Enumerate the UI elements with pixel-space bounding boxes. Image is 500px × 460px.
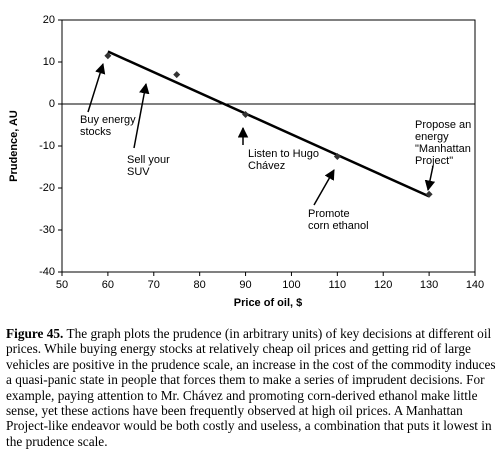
annotation: Listen to Hugo [248,148,319,160]
annotation: "Manhattan [415,143,471,155]
data-point [242,111,250,118]
annotation: Buy energy [80,114,136,126]
annotation: Project" [415,155,453,167]
x-tick-label: 60 [102,279,114,291]
data-point [425,190,433,198]
x-tick-label: 130 [420,279,438,291]
caption: Figure 45. The graph plots the prudence … [6,326,496,449]
data-point [333,153,341,160]
y-tick-label: -40 [39,266,55,278]
annotation: energy [415,131,449,143]
y-axis-label: Prudence, AU [8,110,20,182]
annotation: Promote [308,208,350,220]
caption-text: The graph plots the prudence (in arbitra… [6,326,496,449]
annotation-arrow [133,82,150,149]
trendline [107,50,430,198]
chart: Price of oil, $ Prudence, AU -40 -30 -20 -1… [8,14,484,309]
annotation: stocks [80,126,112,138]
x-tick-label: 70 [148,279,160,291]
annotation-arrow [424,165,436,192]
y-tick-label: 20 [43,14,55,26]
y-tick-label: 10 [43,56,55,68]
y-tick-label: -10 [39,140,55,152]
x-tick-label: 100 [282,279,300,291]
annotation-arrow [313,169,335,206]
y-tick-label: -20 [39,182,55,194]
data-point [173,71,181,79]
x-tick-label: 50 [56,279,68,291]
x-axis-label: Price of oil, $ [234,297,302,309]
x-tick-label: 110 [329,279,347,291]
annotation: Chávez [248,160,285,172]
annotation: corn ethanol [308,220,369,232]
annotation-arrow [87,62,106,113]
annotation: SUV [127,166,150,178]
x-tick-label: 80 [194,279,206,291]
caption-label: Figure 45. [6,326,64,341]
y-tick-label: -30 [39,224,55,236]
y-tick-label: 0 [49,98,55,110]
annotation: Propose an [415,119,471,131]
x-tick-label: 90 [239,279,251,291]
annotation: Sell your [127,154,170,166]
x-tick-label: 120 [374,279,392,291]
data-point [104,52,112,60]
x-tick-label: 140 [466,279,484,291]
